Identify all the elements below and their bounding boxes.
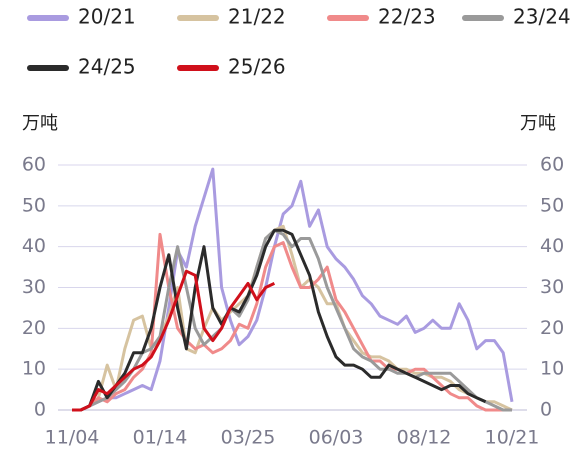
series-line — [72, 228, 487, 412]
series-line — [72, 269, 276, 412]
series-line — [72, 224, 513, 412]
y-tick-label: 20 — [22, 317, 46, 339]
y-tick-label: 10 — [22, 358, 46, 380]
x-tick-label: 10/21 — [485, 427, 540, 449]
x-tick-label: 08/12 — [397, 427, 452, 449]
y-tick-label: 30 — [22, 276, 46, 298]
legend-label: 24/25 — [78, 55, 136, 79]
y2-tick-label: 0 — [540, 399, 552, 421]
x-tick-label: 01/14 — [133, 427, 188, 449]
y-tick-label: 40 — [22, 235, 46, 257]
series-line — [72, 228, 512, 412]
series-line — [72, 167, 514, 412]
legend-label: 25/26 — [228, 55, 286, 79]
y-tick-label: 60 — [22, 154, 46, 176]
legend-label: 23/24 — [513, 5, 571, 29]
y2-tick-label: 60 — [540, 154, 564, 176]
y2-axis-label: 万吨 — [520, 113, 556, 134]
series-line — [72, 232, 512, 412]
y2-tick-label: 50 — [540, 194, 564, 216]
y-tick-label: 50 — [22, 194, 46, 216]
legend-label: 20/21 — [78, 5, 136, 29]
y-tick-label: 0 — [34, 399, 46, 421]
y2-tick-label: 20 — [540, 317, 564, 339]
x-tick-label: 03/25 — [221, 427, 276, 449]
y-axis-label: 万吨 — [22, 113, 58, 134]
y2-tick-label: 30 — [540, 276, 564, 298]
legend-label: 21/22 — [228, 5, 286, 29]
x-tick-label: 06/03 — [309, 427, 364, 449]
x-tick-label: 11/04 — [45, 427, 100, 449]
legend-label: 22/23 — [378, 5, 436, 29]
y2-tick-label: 40 — [540, 235, 564, 257]
y2-tick-label: 10 — [540, 358, 564, 380]
